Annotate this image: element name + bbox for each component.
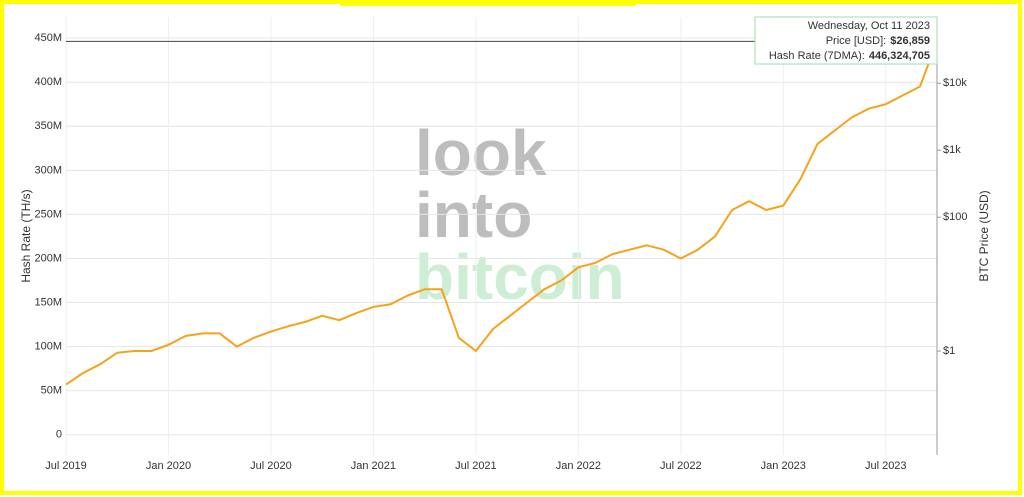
y-tick-label: 300M <box>34 164 62 176</box>
x-tick-label: Jul 2022 <box>660 460 702 472</box>
tooltip-date: Wednesday, Oct 11 2023 <box>808 20 930 32</box>
y-tick-label: 50M <box>41 385 62 397</box>
tooltip-box <box>754 16 938 65</box>
watermark: bitcoin <box>415 241 625 313</box>
x-tick-label: Jul 2021 <box>455 460 497 472</box>
y2-tick-label: $1 <box>943 345 955 357</box>
y2-tick-label: $10k <box>943 77 967 89</box>
tooltip-hash: Hash Rate (7DMA): 446,324,705 <box>769 50 930 62</box>
top-tab <box>340 0 636 6</box>
x-tick-label: Jul 2023 <box>865 460 907 472</box>
x-tick-label: Jan 2020 <box>146 460 191 472</box>
watermark: look <box>415 117 547 189</box>
y-tick-label: 0 <box>56 429 62 441</box>
x-tick-label: Jul 2019 <box>45 460 87 472</box>
y-tick-label: 450M <box>34 32 62 44</box>
y-tick-label: 250M <box>34 208 62 220</box>
y-axis-title: Hash Rate (TH/s) <box>19 189 33 282</box>
tooltip-price: Price [USD]: $26,859 <box>826 35 930 47</box>
tooltip-hash-label: Hash Rate (7DMA): <box>769 50 865 62</box>
x-tick-label: Jan 2023 <box>761 460 806 472</box>
y-tick-label: 100M <box>34 341 62 353</box>
x-tick-label: Jul 2020 <box>250 460 292 472</box>
x-tick-label: Jan 2022 <box>556 460 601 472</box>
x-tick-label: Jan 2021 <box>351 460 396 472</box>
y-tick-label: 150M <box>34 296 62 308</box>
tooltip-price-label: Price [USD]: <box>826 35 887 47</box>
y-tick-label: 200M <box>34 252 62 264</box>
y-tick-label: 350M <box>34 120 62 132</box>
hash-rate-line <box>65 41 938 386</box>
y2-axis-title: BTC Price (USD) <box>977 190 991 281</box>
y-tick-label: 400M <box>34 76 62 88</box>
tooltip-price-value: $26,859 <box>890 35 930 47</box>
tooltip-hash-value: 446,324,705 <box>869 50 930 62</box>
y2-tick-label: $100 <box>943 211 967 223</box>
y2-tick-label: $1k <box>943 144 961 156</box>
